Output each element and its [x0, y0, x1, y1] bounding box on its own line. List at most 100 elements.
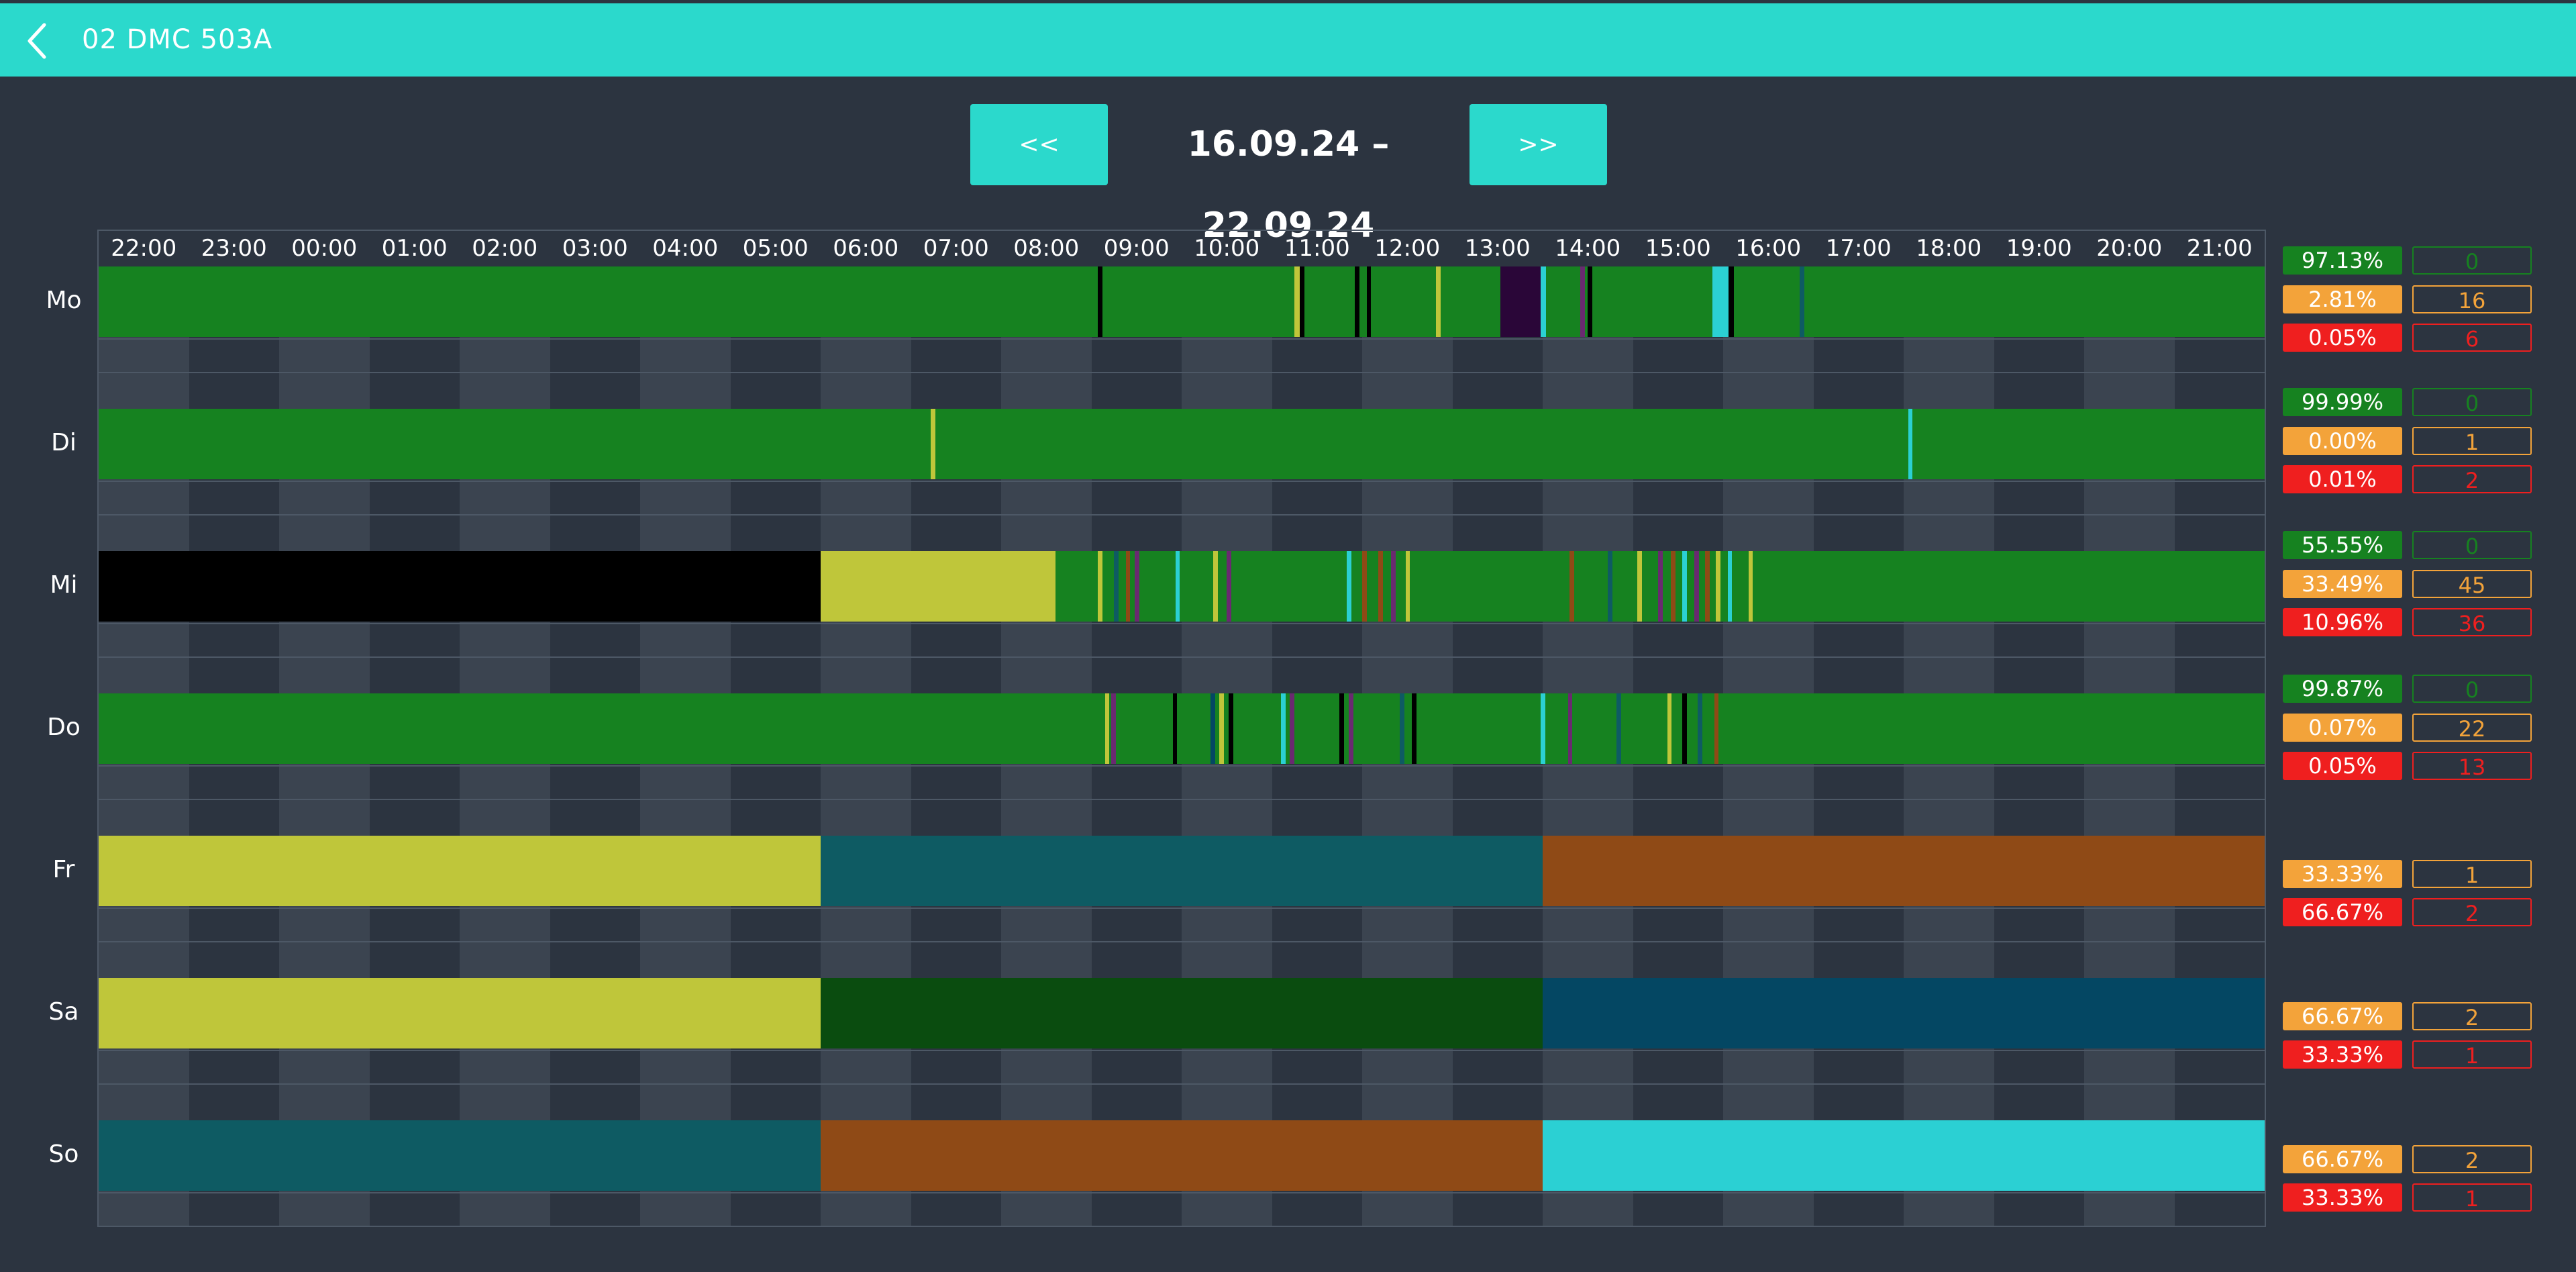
hour-label: 20:00	[2096, 235, 2163, 262]
status-segment	[821, 1120, 1543, 1191]
status-segment	[1111, 693, 1116, 764]
red-percent-badge: 0.01%	[2283, 465, 2402, 493]
prev-week-button[interactable]: <<	[970, 104, 1108, 185]
status-segment	[1219, 693, 1225, 764]
green-count-badge: 0	[2412, 675, 2532, 703]
hour-label: 07:00	[923, 235, 989, 262]
row-separator	[99, 481, 2265, 482]
status-segment	[1125, 551, 1131, 622]
orange-percent-badge: 33.33%	[2283, 860, 2402, 888]
status-segment	[1607, 551, 1612, 622]
day-timeline[interactable]	[99, 409, 2265, 479]
row-separator	[99, 656, 2265, 658]
status-segment	[1348, 693, 1353, 764]
orange-count-badge: 1	[2412, 427, 2532, 455]
status-segment	[1800, 266, 1805, 337]
status-segment	[821, 978, 1543, 1048]
hour-label: 00:00	[291, 235, 358, 262]
status-segment	[1366, 266, 1372, 337]
status-segment	[1637, 551, 1642, 622]
status-segment	[1714, 693, 1719, 764]
hour-label: 09:00	[1103, 235, 1170, 262]
orange-percent-badge: 66.67%	[2283, 1002, 2402, 1030]
status-segment	[1227, 551, 1231, 622]
green-percent-badge: 99.99%	[2283, 388, 2402, 416]
status-segment	[1228, 693, 1233, 764]
status-segment	[1347, 551, 1351, 622]
hour-label: 14:00	[1555, 235, 1621, 262]
day-timeline[interactable]	[99, 266, 2265, 337]
status-segment	[1405, 551, 1410, 622]
red-count-badge: 2	[2412, 465, 2532, 493]
red-percent-badge: 33.33%	[2283, 1040, 2402, 1069]
status-segment	[1569, 551, 1575, 622]
hour-label: 19:00	[2006, 235, 2072, 262]
green-count-badge: 0	[2412, 246, 2532, 275]
status-segment	[1436, 266, 1441, 337]
red-count-badge: 6	[2412, 324, 2532, 352]
status-segment	[1588, 266, 1592, 337]
orange-percent-badge: 66.67%	[2283, 1145, 2402, 1173]
status-segment	[1712, 266, 1729, 337]
hour-label: 13:00	[1464, 235, 1531, 262]
status-segment	[821, 551, 1055, 622]
day-timeline[interactable]	[99, 1120, 2265, 1191]
status-segment	[1543, 836, 2265, 906]
red-count-badge: 2	[2412, 898, 2532, 926]
row-separator	[99, 514, 2265, 516]
status-segment	[99, 266, 2265, 337]
status-segment	[1694, 551, 1699, 622]
status-segment	[1670, 551, 1676, 622]
status-segment	[1411, 693, 1416, 764]
status-segment	[1698, 693, 1703, 764]
day-timeline[interactable]	[99, 693, 2265, 764]
status-segment	[99, 551, 821, 622]
status-segment	[1400, 693, 1405, 764]
status-segment	[1104, 693, 1110, 764]
hour-label: 08:00	[1013, 235, 1080, 262]
status-segment	[1727, 551, 1733, 622]
day-label: Do	[47, 714, 81, 741]
day-label: So	[48, 1140, 79, 1168]
status-segment	[1543, 1120, 2265, 1191]
day-timeline[interactable]	[99, 836, 2265, 906]
hour-label: 03:00	[562, 235, 628, 262]
hour-label: 01:00	[381, 235, 448, 262]
status-segment	[1294, 266, 1300, 337]
status-segment	[1616, 693, 1621, 764]
row-separator	[99, 799, 2265, 800]
status-segment	[99, 409, 2265, 479]
status-segment	[1667, 693, 1672, 764]
day-timeline[interactable]	[99, 551, 2265, 622]
status-segment	[99, 978, 821, 1048]
red-percent-badge: 10.96%	[2283, 608, 2402, 636]
red-count-badge: 36	[2412, 608, 2532, 636]
row-separator	[99, 338, 2265, 340]
hour-label: 22:00	[111, 235, 177, 262]
status-segment	[1567, 693, 1573, 764]
chevron-left-icon[interactable]	[24, 22, 51, 60]
green-percent-badge: 97.13%	[2283, 246, 2402, 275]
status-segment	[931, 409, 935, 479]
row-separator	[99, 765, 2265, 767]
status-segment	[1172, 693, 1178, 764]
status-segment	[1682, 693, 1688, 764]
day-label: Sa	[48, 998, 79, 1026]
green-count-badge: 0	[2412, 388, 2532, 416]
status-segment	[1682, 551, 1688, 622]
orange-percent-badge: 2.81%	[2283, 285, 2402, 313]
row-separator	[99, 1083, 2265, 1085]
status-segment	[1362, 551, 1367, 622]
hour-label: 02:00	[472, 235, 538, 262]
status-segment	[1580, 266, 1586, 337]
day-timeline[interactable]	[99, 978, 2265, 1048]
hour-label: 15:00	[1645, 235, 1711, 262]
row-separator	[99, 623, 2265, 624]
hour-label: 06:00	[833, 235, 899, 262]
next-week-button[interactable]: >>	[1470, 104, 1607, 185]
red-percent-badge: 66.67%	[2283, 898, 2402, 926]
status-segment	[821, 836, 1543, 906]
hour-header: 22:00 23:00 00:00 01:00 02:00 03:00 04:00 05:00…	[99, 231, 2265, 268]
red-count-badge: 1	[2412, 1183, 2532, 1212]
top-bar: 02 DMC 503A	[0, 3, 2576, 77]
